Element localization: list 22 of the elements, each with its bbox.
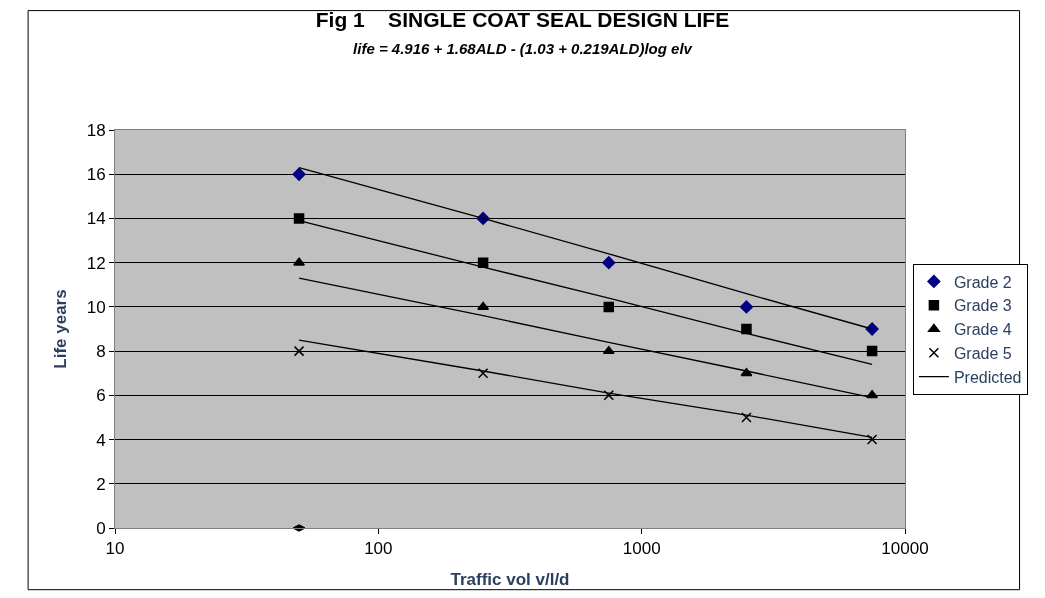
x-tick-label: 10000 [881,539,929,559]
y-tick-label: 16 [86,165,106,185]
y-tick-label: 14 [86,209,106,229]
legend-label: Grade 4 [953,321,1012,339]
chart-title: Fig 1 SINGLE COAT SEAL DESIGN LIFE [315,7,730,31]
y-tick-label: 12 [86,253,106,273]
y-tick-label: 0 [96,518,106,538]
x-axis-title: Traffic vol v/l/d [450,569,570,589]
y-tick-label: 2 [96,474,106,494]
y-tick-label: 4 [96,430,106,450]
y-tick-label: 6 [96,386,106,406]
y-axis-title: Life years [51,289,71,369]
legend-label: Grade 3 [953,297,1012,315]
y-tick-label: 10 [86,297,106,317]
chart-subtitle: life = 4.916 + 1.68ALD - (1.03 + 0.219ALD)log elv [353,40,694,58]
legend-label: Grade 2 [953,273,1012,291]
x-tick-label: 1000 [622,539,661,559]
x-tick-label: 100 [364,539,393,559]
legend-label: Grade 5 [953,345,1012,363]
y-tick-label: 18 [86,120,106,140]
y-tick-label: 8 [96,342,106,362]
legend-label: Predicted [953,368,1022,386]
